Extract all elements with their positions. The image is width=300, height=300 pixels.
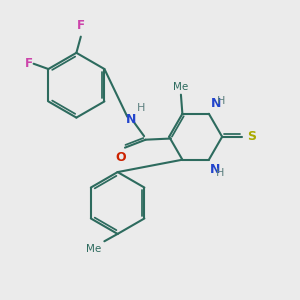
Text: H: H <box>137 103 146 112</box>
Text: N: N <box>126 112 136 126</box>
Text: H: H <box>216 168 224 178</box>
Text: N: N <box>210 163 221 176</box>
Text: F: F <box>25 57 33 70</box>
Text: F: F <box>77 19 85 32</box>
Text: N: N <box>211 97 221 110</box>
Text: Me: Me <box>86 244 101 254</box>
Text: H: H <box>217 96 225 106</box>
Text: S: S <box>247 130 256 143</box>
Text: Me: Me <box>173 82 188 92</box>
Text: O: O <box>115 152 126 164</box>
